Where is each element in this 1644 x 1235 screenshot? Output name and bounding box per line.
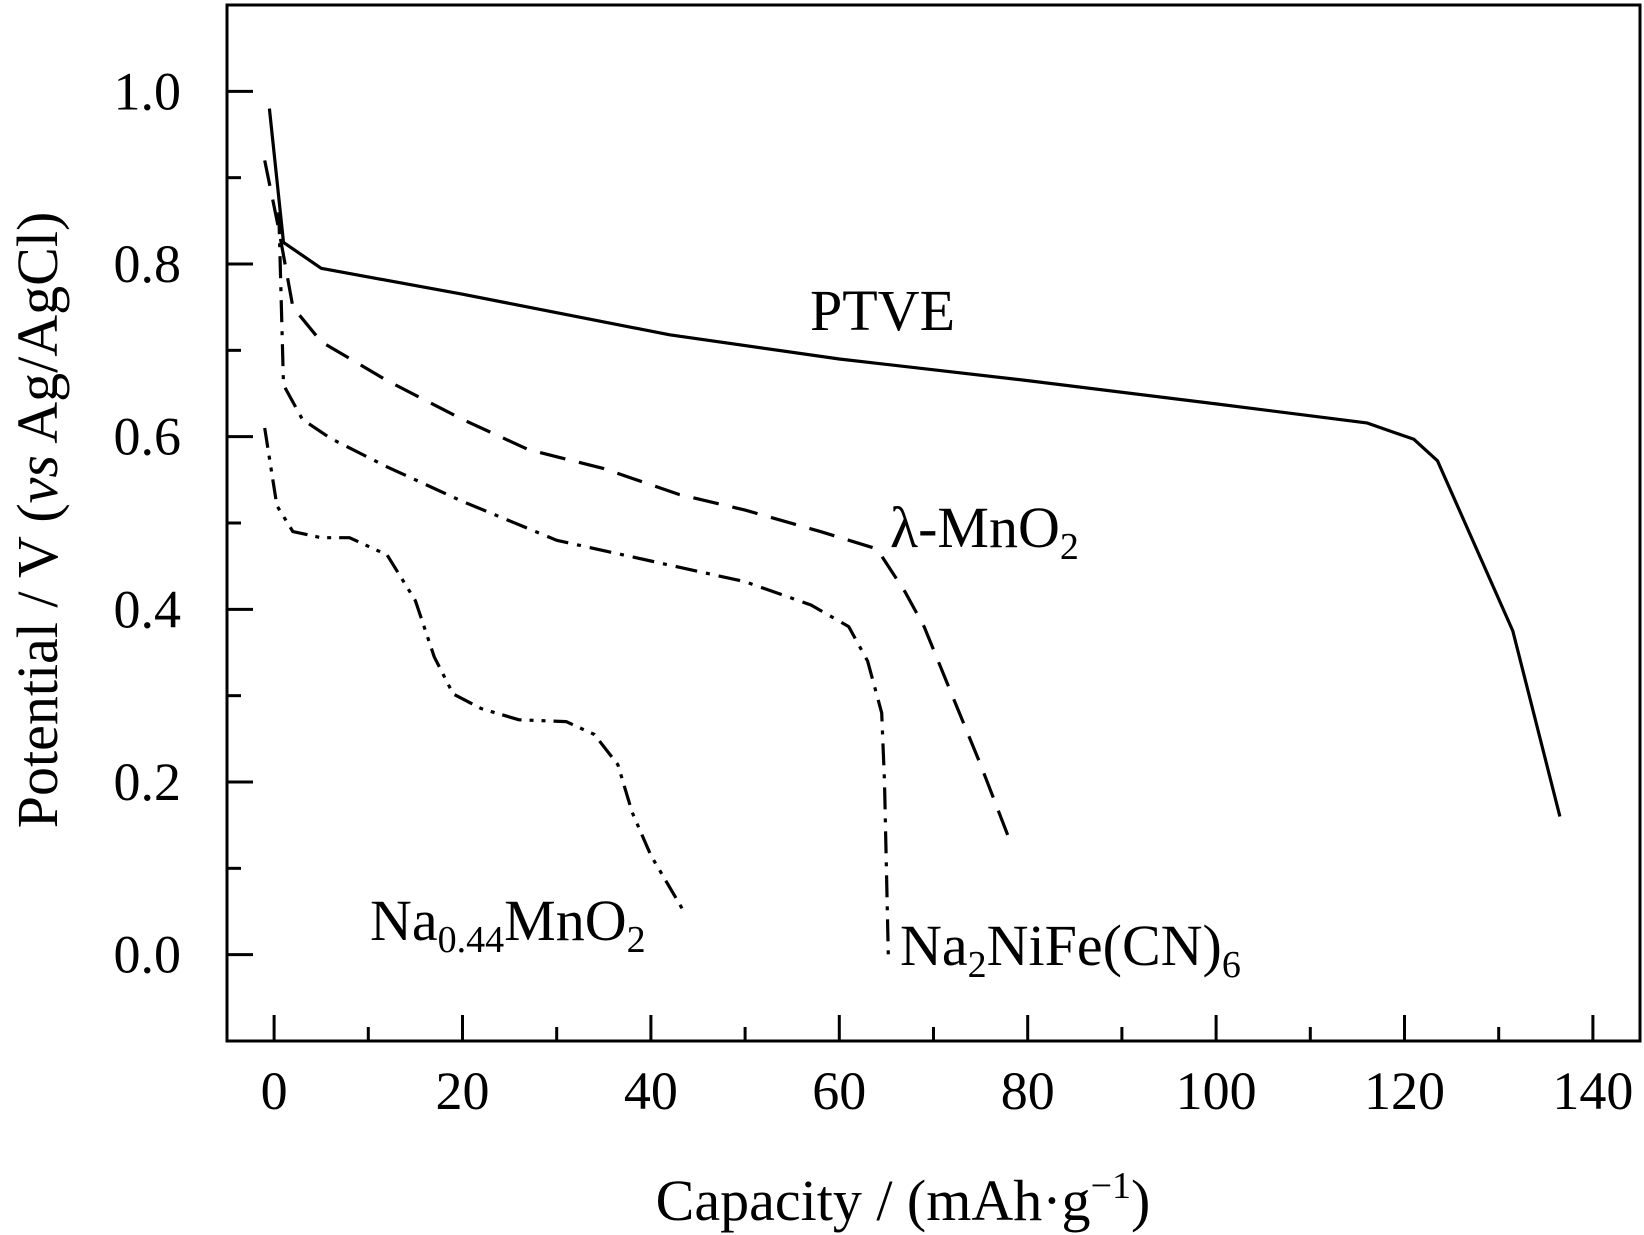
x-tick-label: 20 bbox=[436, 1061, 490, 1121]
series-label-na0-44mno2: Na0.44MnO2 bbox=[370, 888, 646, 961]
x-tick-label: 140 bbox=[1552, 1061, 1633, 1121]
x-tick-label: 0 bbox=[261, 1061, 288, 1121]
y-tick-label: 1.0 bbox=[114, 61, 182, 121]
x-axis-title: Capacity / (mAh·g−1) bbox=[656, 1165, 1151, 1233]
ticks-layer: 0 20 40 60 80 100 120 140 0.0 0.2 0.4 0.6 0.8 1.0 bbox=[114, 61, 1634, 1121]
series-label-subscript: 2 bbox=[1060, 526, 1079, 568]
x-axis-title-end: ) bbox=[1131, 1168, 1150, 1233]
y-axis-title-post: Ag/AgCl) bbox=[5, 212, 70, 455]
series-label-text: NiFe(CN) bbox=[987, 913, 1222, 978]
x-axis-title-superscript: −1 bbox=[1091, 1165, 1131, 1207]
series-label-subscript: 6 bbox=[1222, 944, 1241, 986]
series-label-text: Na bbox=[370, 888, 438, 953]
y-axis-title-italic: vs bbox=[5, 455, 70, 503]
y-axis-title-pre: Potential / V ( bbox=[5, 503, 70, 828]
series-label-text: MnO bbox=[504, 888, 626, 953]
series-label-subscript: 2 bbox=[968, 944, 987, 986]
series-label-text: PTVE bbox=[810, 278, 955, 343]
x-tick-label: 40 bbox=[624, 1061, 678, 1121]
series-label-text: Na bbox=[900, 913, 968, 978]
x-tick-label: 60 bbox=[812, 1061, 866, 1121]
series-line-ptve bbox=[267, 108, 1562, 817]
series-label-na2nife-cn-6: Na2NiFe(CN)6 bbox=[900, 913, 1241, 986]
series-line-mno2 bbox=[263, 160, 1011, 839]
series-label-text: λ-MnO bbox=[890, 495, 1060, 560]
series-label-subscript: 0.44 bbox=[438, 919, 505, 961]
series-layer bbox=[263, 108, 1562, 955]
series-label-mno2: λ-MnO2 bbox=[890, 495, 1079, 568]
y-tick-label: 0.2 bbox=[114, 752, 182, 812]
series-label-subscript: 2 bbox=[627, 919, 646, 961]
x-axis-title-main: Capacity / (mAh·g bbox=[656, 1168, 1091, 1233]
y-tick-label: 0.6 bbox=[114, 407, 182, 467]
x-tick-label: 80 bbox=[1001, 1061, 1055, 1121]
series-line-na0-44mno2 bbox=[263, 427, 686, 913]
x-tick-label: 100 bbox=[1176, 1061, 1257, 1121]
x-tick-label: 120 bbox=[1364, 1061, 1445, 1121]
y-tick-label: 0.4 bbox=[114, 579, 182, 639]
y-tick-label: 0.8 bbox=[114, 234, 182, 294]
y-axis-title: Potential / V (vs Ag/AgCl) bbox=[5, 212, 70, 829]
series-line-na2nife-cn-6 bbox=[277, 212, 890, 955]
y-tick-label: 0.0 bbox=[114, 925, 182, 985]
series-label-ptve: PTVE bbox=[810, 278, 955, 343]
